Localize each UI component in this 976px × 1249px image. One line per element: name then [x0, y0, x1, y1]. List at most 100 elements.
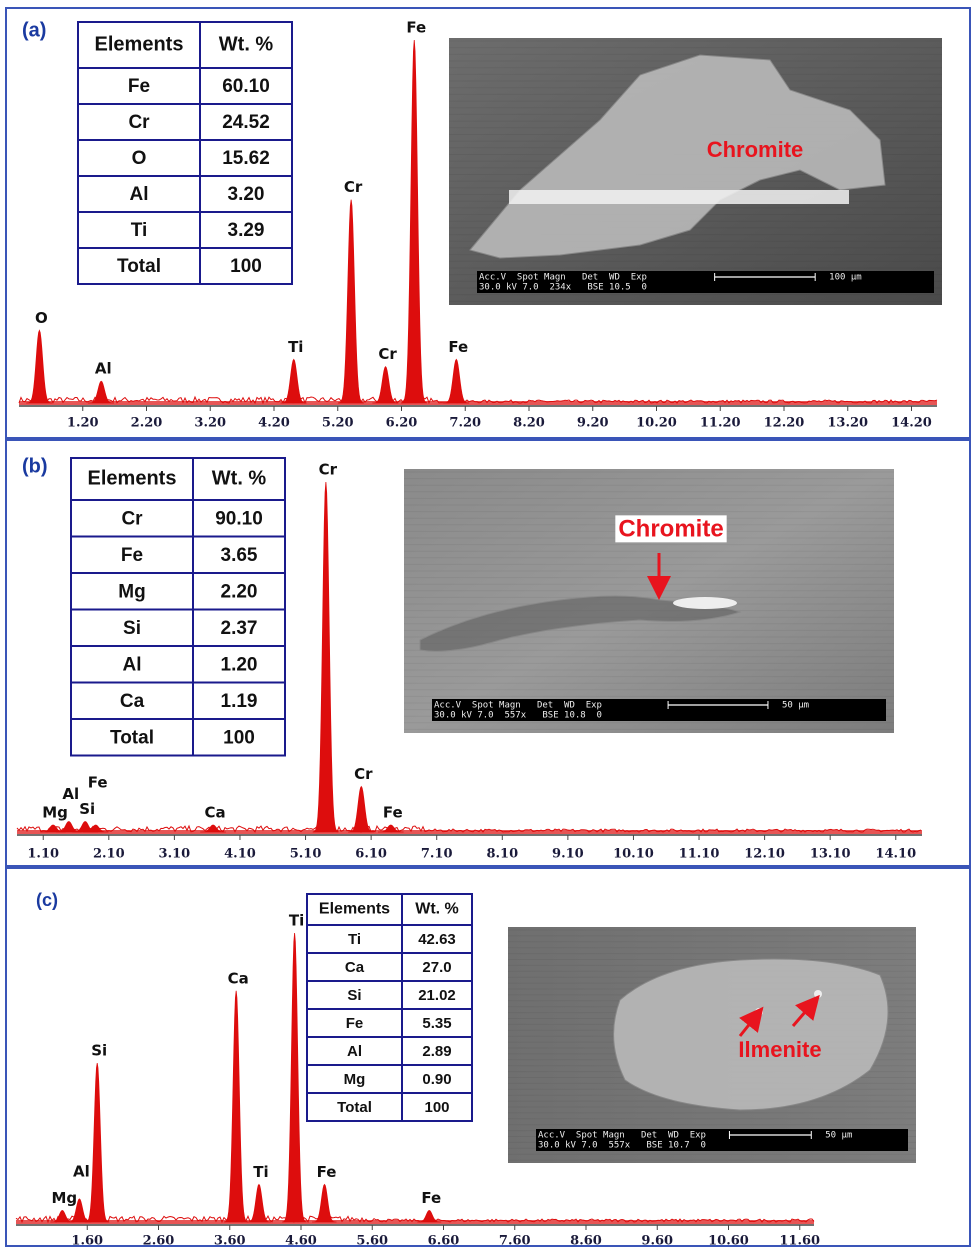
peak-label: Mg — [42, 804, 68, 822]
table-cell: 2.20 — [221, 581, 258, 602]
table-cell: O — [132, 148, 147, 169]
table-header: Wt. % — [219, 33, 274, 55]
table-cell: 0.90 — [422, 1071, 451, 1088]
x-tick-label: 11.20 — [700, 416, 741, 431]
table-cell: 3.29 — [228, 220, 265, 241]
bright-spot — [673, 597, 737, 609]
annotation: Chromite — [618, 515, 723, 542]
x-tick-label: 9.20 — [577, 416, 609, 431]
table-cell: Fe — [128, 76, 150, 97]
peak-label: Cr — [354, 765, 373, 783]
table-cell: Cr — [121, 508, 143, 529]
x-tick-label: 11.60 — [779, 1234, 820, 1249]
peak — [224, 991, 248, 1222]
table-cell: 90.10 — [215, 508, 263, 529]
peak — [444, 359, 470, 403]
table-header: Elements — [319, 901, 390, 918]
x-tick-label: 8.60 — [570, 1234, 602, 1249]
table-cell: 15.62 — [222, 148, 270, 169]
table-cell: Al — [347, 1043, 362, 1060]
peak-label: Fe — [383, 804, 403, 822]
annotation: Chromite — [707, 137, 804, 162]
table-cell: 27.0 — [422, 959, 451, 976]
peak-label: Ti — [289, 912, 304, 930]
table-cell: Mg — [344, 1071, 366, 1088]
info-values: 30.0 kV 7.0 557x BSE 10.7 0 — [538, 1141, 706, 1151]
peak-label: Cr — [378, 345, 397, 363]
table-cell: 21.02 — [418, 987, 456, 1004]
x-tick-label: 1.10 — [27, 847, 59, 862]
table-header: Wt. % — [415, 901, 459, 918]
peak-label: Fe — [317, 1163, 337, 1181]
x-tick-label: 7.10 — [421, 847, 453, 862]
x-tick-label: 3.60 — [214, 1234, 246, 1249]
figure: (a)Acc.V Spot Magn Det WD Exp30.0 kV 7.0… — [0, 0, 976, 1249]
x-tick-label: 2.60 — [143, 1234, 175, 1249]
panel-label: (c) — [36, 890, 58, 910]
info-header: Acc.V Spot Magn Det WD Exp — [479, 273, 647, 283]
table-cell: Ti — [348, 931, 361, 948]
table-cell: Total — [110, 727, 154, 748]
table-cell: 2.89 — [422, 1043, 451, 1060]
x-tick-label: 8.20 — [513, 416, 545, 431]
info-header: Acc.V Spot Magn Det WD Exp — [538, 1131, 706, 1141]
x-tick-label: 5.60 — [356, 1234, 388, 1249]
x-tick-label: 3.20 — [194, 416, 226, 431]
table-cell: 100 — [424, 1099, 449, 1116]
table-cell: Total — [117, 256, 161, 277]
annotation: Ilmenite — [738, 1037, 821, 1062]
peak-label: Ti — [288, 338, 303, 356]
panel-label: (b) — [22, 455, 48, 477]
info-values: 30.0 kV 7.0 557x BSE 10.8 0 — [434, 711, 602, 721]
table-cell: Al — [130, 184, 149, 205]
x-tick-label: 2.10 — [93, 847, 125, 862]
x-tick-label: 6.20 — [386, 416, 418, 431]
table-cell: Fe — [346, 1015, 364, 1032]
table-cell: 3.65 — [221, 545, 258, 566]
x-tick-label: 11.10 — [679, 847, 720, 862]
table-cell: Fe — [121, 545, 143, 566]
scale-label: 100 µm — [829, 273, 862, 283]
peak-label: Fe — [421, 1189, 441, 1207]
peak-label: Si — [91, 1042, 107, 1060]
x-tick-label: 1.20 — [67, 416, 99, 431]
x-tick-label: 10.20 — [636, 416, 677, 431]
table-cell: 60.10 — [222, 76, 270, 97]
peak — [88, 381, 114, 403]
table-cell: Ca — [120, 691, 145, 712]
peak-label: Al — [95, 360, 112, 378]
peak — [313, 482, 339, 832]
table-cell: Cr — [128, 112, 150, 133]
peak-label: Al — [73, 1162, 90, 1180]
peak — [281, 359, 307, 403]
x-tick-label: 12.20 — [764, 416, 805, 431]
peak — [27, 330, 53, 403]
table-cell: 1.19 — [221, 691, 258, 712]
table-cell: Total — [337, 1099, 372, 1116]
table-cell: 100 — [230, 256, 262, 277]
noise-fill — [19, 401, 937, 405]
scale-label: 50 µm — [782, 701, 809, 711]
table-cell: Si — [347, 987, 361, 1004]
table-cell: 3.20 — [228, 184, 265, 205]
x-tick-label: 5.10 — [290, 847, 322, 862]
x-tick-label: 4.10 — [224, 847, 256, 862]
peak-label: Al — [62, 785, 79, 803]
peak — [401, 40, 427, 403]
x-tick-label: 9.10 — [552, 847, 584, 862]
peak-label: Cr — [319, 461, 338, 479]
noise-fill — [17, 830, 922, 834]
table-header: Elements — [88, 467, 177, 489]
x-tick-label: 4.20 — [258, 416, 290, 431]
peak-label: Fe — [448, 338, 468, 356]
bright-spot — [814, 990, 822, 998]
scale-label: 50 µm — [825, 1131, 852, 1141]
peak — [313, 1184, 337, 1222]
bright-spot — [755, 1008, 763, 1016]
x-tick-label: 9.60 — [641, 1234, 673, 1249]
x-tick-label: 3.10 — [159, 847, 191, 862]
table-cell: 24.52 — [222, 112, 270, 133]
x-tick-label: 2.20 — [131, 416, 163, 431]
table-cell: 1.20 — [221, 654, 258, 675]
x-tick-label: 14.10 — [875, 847, 916, 862]
